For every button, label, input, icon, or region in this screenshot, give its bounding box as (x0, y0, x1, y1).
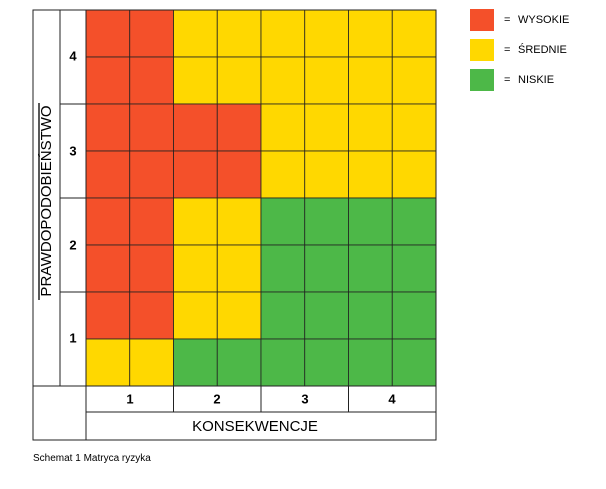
matrix-cell-high (173, 103, 218, 152)
matrix-cell-low (260, 197, 306, 246)
matrix-cell-high (85, 197, 131, 246)
matrix-cell-high (216, 103, 262, 152)
matrix-cell-high (85, 291, 131, 340)
matrix-cell-medium (173, 56, 218, 105)
matrix-cell-high (129, 244, 174, 293)
legend-separator: = (504, 74, 510, 86)
matrix-cell-medium (348, 9, 393, 58)
y-tick-label: 2 (69, 237, 76, 252)
y-axis-title: PRAWDOPODOBIEŃSTWO (38, 105, 55, 296)
matrix-cell-low (391, 244, 437, 293)
matrix-cell-medium (391, 56, 437, 105)
matrix-cell-low (348, 291, 393, 340)
matrix-cell-medium (173, 291, 218, 340)
matrix-cell-low (391, 338, 437, 387)
legend-separator: = (504, 44, 510, 56)
matrix-cell-low (304, 197, 349, 246)
matrix-cell-low (260, 291, 306, 340)
matrix-cell-medium (391, 150, 437, 199)
matrix-cell-low (304, 291, 349, 340)
matrix-frame (32, 9, 437, 441)
legend-item-low: = NISKIE (470, 69, 554, 91)
matrix-cell-medium (216, 197, 262, 246)
matrix-cells (85, 9, 437, 387)
matrix-cell-high (85, 150, 131, 199)
matrix-cell-medium (348, 56, 393, 105)
matrix-outer-border (32, 9, 437, 441)
legend-label-medium: ŚREDNIE (518, 43, 567, 56)
matrix-cell-high (129, 103, 174, 152)
matrix-cell-medium (216, 291, 262, 340)
matrix-cell-low (173, 338, 218, 387)
matrix-cell-medium (304, 56, 349, 105)
matrix-cell-high (129, 56, 174, 105)
matrix-cell-medium (216, 56, 262, 105)
matrix-cell-high (85, 9, 131, 58)
figure-caption: Schemat 1 Matryca ryzyka (33, 453, 151, 464)
matrix-cell-high (129, 9, 174, 58)
matrix-cell-low (304, 338, 349, 387)
matrix-cell-high (85, 56, 131, 105)
matrix-cell-low (260, 244, 306, 293)
matrix-cell-low (348, 197, 393, 246)
matrix-cell-medium (260, 150, 306, 199)
y-tick-label: 4 (69, 48, 77, 63)
matrix-cell-medium (216, 244, 262, 293)
legend: = WYSOKIE = ŚREDNIE = NISKIE (470, 9, 569, 91)
legend-swatch-low (470, 69, 494, 91)
matrix-cell-high (85, 244, 131, 293)
legend-swatch-medium (470, 39, 494, 61)
legend-separator: = (504, 14, 510, 26)
matrix-cell-medium (173, 244, 218, 293)
legend-swatch-high (470, 9, 494, 31)
x-tick-label: 1 (126, 391, 133, 406)
legend-label-high: WYSOKIE (518, 14, 569, 26)
y-tick-label: 1 (69, 330, 76, 345)
legend-label-low: NISKIE (518, 74, 554, 86)
x-tick-label: 4 (388, 391, 396, 406)
matrix-cell-medium (129, 338, 174, 387)
matrix-cell-medium (304, 9, 349, 58)
matrix-cell-medium (348, 150, 393, 199)
matrix-cell-low (391, 197, 437, 246)
matrix-cell-low (216, 338, 262, 387)
y-axis-ticks: 4 3 2 1 (69, 48, 77, 345)
matrix-cell-medium (173, 197, 218, 246)
matrix-cell-medium (260, 56, 306, 105)
matrix-cell-low (260, 338, 306, 387)
y-tick-label: 3 (69, 143, 76, 158)
matrix-cell-low (304, 244, 349, 293)
matrix-cell-medium (216, 9, 262, 58)
matrix-cell-low (391, 291, 437, 340)
matrix-cell-low (348, 244, 393, 293)
matrix-cell-high (85, 103, 131, 152)
matrix-cell-high (129, 291, 174, 340)
matrix-cell-low (348, 338, 393, 387)
matrix-cell-medium (260, 103, 306, 152)
legend-item-medium: = ŚREDNIE (470, 39, 567, 61)
matrix-cell-medium (391, 103, 437, 152)
x-axis-ticks: 1 2 3 4 (126, 391, 396, 406)
matrix-cell-medium (173, 9, 218, 58)
x-axis-title: KONSEKWENCJE (192, 418, 318, 435)
legend-item-high: = WYSOKIE (470, 9, 569, 31)
x-tick-label: 3 (301, 391, 308, 406)
matrix-cell-medium (348, 103, 393, 152)
matrix-cell-medium (391, 9, 437, 58)
matrix-cell-high (129, 197, 174, 246)
matrix-cell-high (216, 150, 262, 199)
matrix-cell-medium (304, 150, 349, 199)
matrix-cell-medium (260, 9, 306, 58)
matrix-cell-medium (304, 103, 349, 152)
matrix-cell-high (173, 150, 218, 199)
matrix-cell-high (129, 150, 174, 199)
x-tick-label: 2 (213, 391, 220, 406)
matrix-cell-medium (85, 338, 131, 387)
